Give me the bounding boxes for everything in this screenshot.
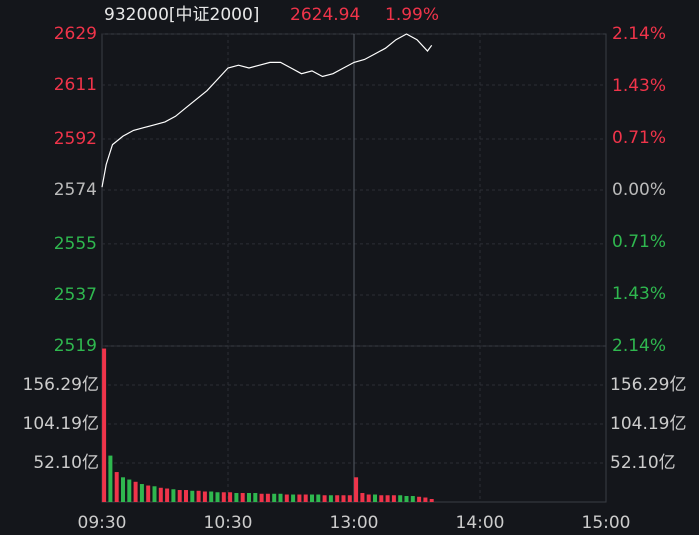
volume-bar [316,494,321,502]
y-tick-label: 52.10亿 [33,453,99,473]
y-tick-label: 2629 [54,24,97,44]
volume-bar [158,487,163,502]
volume-bar [127,479,132,502]
volume-bar [265,493,270,502]
x-tick-label: 09:30 [78,513,127,533]
volume-bar [247,493,251,502]
volume-bar [215,492,220,502]
last-price: 2624.94 [290,5,360,25]
volume-bar [360,493,365,502]
volume-bar [184,490,188,502]
y-tick-label: 156.29亿 [23,375,99,395]
volume-bar [171,489,176,502]
y-tick-label: 104.19亿 [23,414,99,434]
volume-bar [133,481,138,502]
volume-bar [284,494,289,502]
volume-bar [328,495,333,502]
volume-bar [209,491,214,502]
volume-bar [391,495,396,502]
volume-bar [303,494,308,502]
volume-bar [177,490,182,502]
volume-bar [297,494,302,502]
change-percent: 1.99% [385,5,439,25]
y-tick-label: 2592 [54,129,97,149]
volume-bar [165,488,170,502]
x-tick-label: 14:00 [456,513,505,533]
volume-bar [347,495,352,502]
volume-bar [240,493,245,502]
volume-bar [202,491,207,502]
volume-bar [341,495,346,502]
y-tick-label: 2537 [54,285,97,305]
volume-bar [398,495,403,502]
volume-bar [108,455,113,502]
y2-tick-label: 0.00% [612,180,666,200]
volume-bar [366,494,371,502]
volume-bar [114,472,119,502]
y2-tick-label: 104.19亿 [610,414,686,434]
volume-bar [221,492,226,502]
x-tick-label: 10:30 [204,513,253,533]
volume-bar [139,484,144,502]
volume-bar [379,495,384,502]
volume-bar [385,495,390,502]
y2-tick-label: 1.43% [612,284,666,304]
volume-bar [253,493,258,502]
volume-bar [322,495,327,502]
volume-bar [259,493,264,502]
volume-bar [423,497,428,502]
volume-bar [417,496,422,502]
volume-bar [429,499,434,502]
y-tick-label: 2555 [54,234,97,254]
volume-bar [373,494,377,502]
volume-bar [354,477,359,502]
volume-bar [102,348,107,502]
volume-bar [146,485,151,502]
y-tick-label: 2574 [54,180,97,200]
y2-tick-label: 0.71% [612,232,666,252]
volume-bar [121,477,125,502]
y2-tick-label: 2.14% [612,336,666,356]
volume-bar [234,493,239,502]
volume-bar [310,494,314,502]
x-tick-label: 13:00 [330,513,379,533]
volume-bar [335,495,340,502]
volume-bar [152,486,157,502]
volume-bar [190,490,195,502]
volume-bar [278,493,283,502]
volume-bar [272,493,277,502]
chart-title: 932000[中证2000] [104,5,259,25]
volume-bar [196,490,201,502]
price-line [101,33,433,188]
y2-tick-label: 1.43% [612,76,666,96]
y-tick-label: 2519 [54,336,97,356]
volume-bar [291,494,296,502]
y2-tick-label: 0.71% [612,128,666,148]
volume-bar [404,496,409,502]
x-tick-label: 15:00 [582,513,631,533]
y2-tick-label: 2.14% [612,24,666,44]
volume-bar [410,496,415,502]
volume-bar [228,492,233,502]
y-tick-label: 2611 [54,75,97,95]
y2-tick-label: 156.29亿 [610,375,686,395]
y2-tick-label: 52.10亿 [610,453,676,473]
